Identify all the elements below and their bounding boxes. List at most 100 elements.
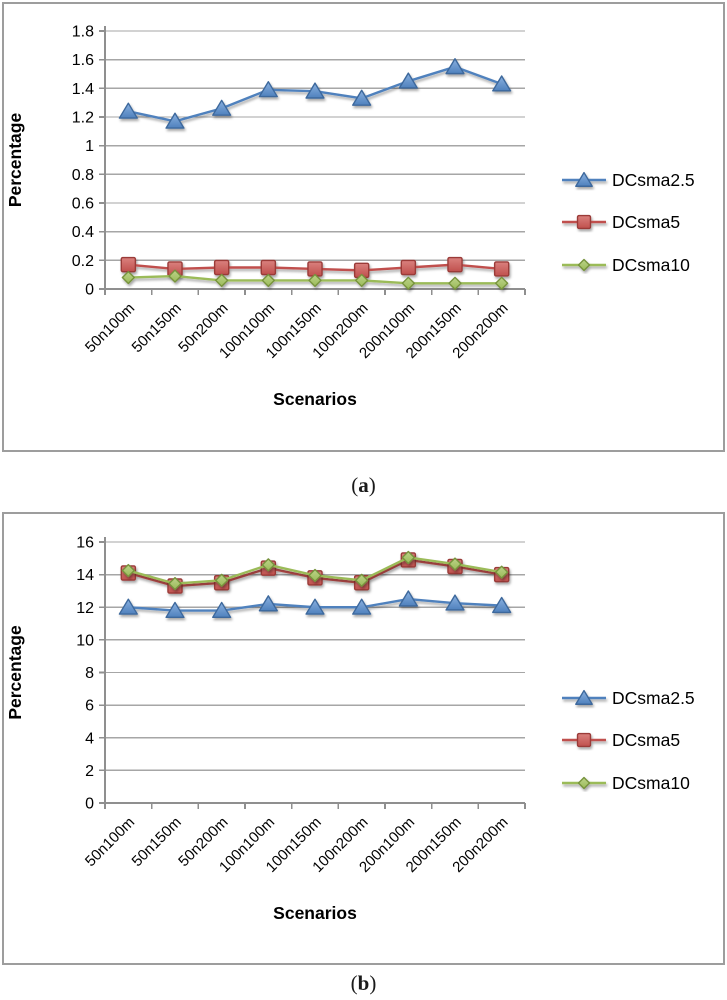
gridlines	[105, 30, 525, 262]
series-DCsma2.5-point	[445, 594, 465, 611]
series-DCsma5	[120, 256, 510, 279]
legend-key-marker	[575, 171, 593, 187]
series-DCsma2.5-point	[212, 99, 232, 116]
legend-item-DCsma2.5	[562, 171, 606, 187]
y-tick-label: 0.6	[72, 196, 94, 213]
caption-open: (	[350, 971, 358, 995]
y-axis-title: Percentage	[5, 113, 25, 208]
y-tick-label: 1.2	[72, 110, 94, 127]
line-chart-a: 0 0.2 0.4 0.6 0.8 1 1.2 1.4 1.6 1.8 50n100m50n150m…	[5, 24, 695, 410]
series-DCsma2.5-point	[398, 72, 418, 89]
series-DCsma2.5-point	[118, 598, 138, 615]
axes	[99, 537, 526, 809]
series-DCsma2.5-point	[352, 598, 372, 615]
series-DCsma2.5-point	[258, 80, 278, 98]
y-tick-labels: 0 0.2 0.4 0.6 0.8 1 1.2 1.4 1.6 1.8	[72, 24, 94, 299]
series-DCsma10-point	[215, 273, 229, 288]
series-DCsma5-point	[447, 256, 463, 273]
y-tick-label: 2	[85, 763, 94, 780]
legend-item-DCsma5	[562, 214, 606, 230]
caption-close: )	[369, 971, 377, 995]
series-DCsma10-point	[121, 270, 135, 285]
y-tick-label: 0.4	[72, 224, 94, 241]
y-tick-label: 0.2	[72, 253, 94, 270]
y-tick-label: 1	[85, 138, 94, 155]
series-DCsma2.5-point	[305, 82, 325, 99]
series-DCsma5-point	[493, 261, 510, 277]
series-DCsma10-point	[448, 276, 462, 290]
axes	[99, 26, 526, 295]
series-DCsma10-point	[215, 573, 229, 587]
series-DCsma2.5-point	[305, 598, 325, 615]
y-tick-label: 8	[85, 665, 94, 682]
x-axis-title: Scenarios	[273, 389, 357, 409]
x-tick-labels: 50n100m50n150m50n200m100n100m100n150m100…	[82, 300, 512, 362]
x-tick-label: 50n150m	[129, 300, 185, 356]
y-tick-label: 4	[85, 730, 94, 747]
caption-close: )	[368, 473, 376, 497]
x-tick-label: 50n150m	[129, 814, 185, 870]
legend-item-DCsma5	[562, 732, 606, 748]
series-DCsma5-point	[260, 259, 277, 276]
legend: DCsma2.5 DCsma5 DCsma10	[562, 688, 695, 793]
caption-open: (	[351, 473, 359, 497]
series-DCsma2.5-point	[352, 89, 372, 106]
caption-letter: b	[357, 971, 370, 995]
legend-key-marker	[576, 732, 592, 748]
legend-key-marker	[577, 776, 591, 790]
series-DCsma5-point	[120, 256, 137, 273]
y-tick-label: 1.8	[72, 24, 94, 41]
y-tick-label: 1.4	[72, 81, 94, 98]
y-tick-label: 0	[85, 796, 94, 813]
series-DCsma10-point	[261, 273, 275, 288]
series-DCsma10	[121, 269, 509, 290]
series-DCsma10	[121, 550, 509, 591]
figure-caption-a: (a)	[0, 462, 727, 508]
series-DCsma10-point	[495, 276, 509, 290]
series-DCsma2.5-point	[492, 75, 512, 92]
x-tick-label: 50n100m	[82, 814, 138, 870]
series-DCsma10-point	[495, 565, 509, 579]
legend-key-marker	[576, 214, 592, 230]
series-DCsma2.5-point	[398, 590, 418, 607]
series-DCsma2.5-point	[212, 601, 232, 619]
series-DCsma10-point	[308, 273, 322, 288]
x-tick-label: 50n100m	[82, 300, 138, 356]
series-DCsma10-point	[168, 576, 182, 591]
legend-item-DCsma10	[562, 258, 606, 272]
y-tick-label: 16	[76, 535, 94, 552]
y-tick-label: 12	[76, 600, 94, 617]
legend: DCsma2.5 DCsma5 DCsma10	[562, 170, 695, 275]
series-DCsma2.5	[118, 590, 512, 619]
legend-label: DCsma5	[612, 212, 680, 232]
series-DCsma2.5-point	[165, 112, 185, 129]
series-DCsma5-point	[400, 259, 417, 276]
series-DCsma10-point	[261, 558, 275, 572]
x-axis-title: Scenarios	[273, 903, 357, 923]
y-tick-label: 1.6	[72, 52, 94, 69]
x-tick-labels: 50n100m50n150m50n200m100n100m100n150m100…	[82, 814, 512, 876]
legend-item-DCsma10	[562, 776, 606, 790]
series-DCsma2.5-point	[118, 102, 138, 119]
legend-key-marker	[575, 689, 593, 705]
legend-label: DCsma2.5	[612, 688, 695, 708]
legend-key-marker	[577, 258, 591, 272]
series-DCsma10-point	[401, 550, 415, 565]
series-DCsma2.5-point	[492, 596, 512, 614]
y-tick-labels: 0 2 4 6 8 10 12 14 16	[76, 535, 94, 813]
series-DCsma10-point	[168, 269, 182, 283]
legend-item-DCsma2.5	[562, 689, 606, 705]
series-DCsma2.5-point	[258, 595, 278, 612]
series-DCsma10-point	[121, 563, 135, 578]
series-DCsma10-point	[355, 573, 369, 587]
y-tick-label: 10	[76, 632, 94, 649]
y-tick-label: 14	[76, 567, 94, 584]
legend-label: DCsma5	[612, 730, 680, 750]
series-DCsma5-point	[213, 259, 230, 276]
y-tick-label: 0.8	[72, 167, 94, 184]
y-tick-label: 6	[85, 698, 94, 715]
legend-label: DCsma10	[612, 773, 690, 793]
line-chart-b: 0 2 4 6 8 10 12 14 16 50n100m50n150m50n200m100n10…	[5, 535, 695, 924]
chart-panel-b: 0 2 4 6 8 10 12 14 16 50n100m 50n150m 50n200m 100n10…	[2, 512, 725, 965]
series-DCsma10-point	[448, 557, 462, 571]
